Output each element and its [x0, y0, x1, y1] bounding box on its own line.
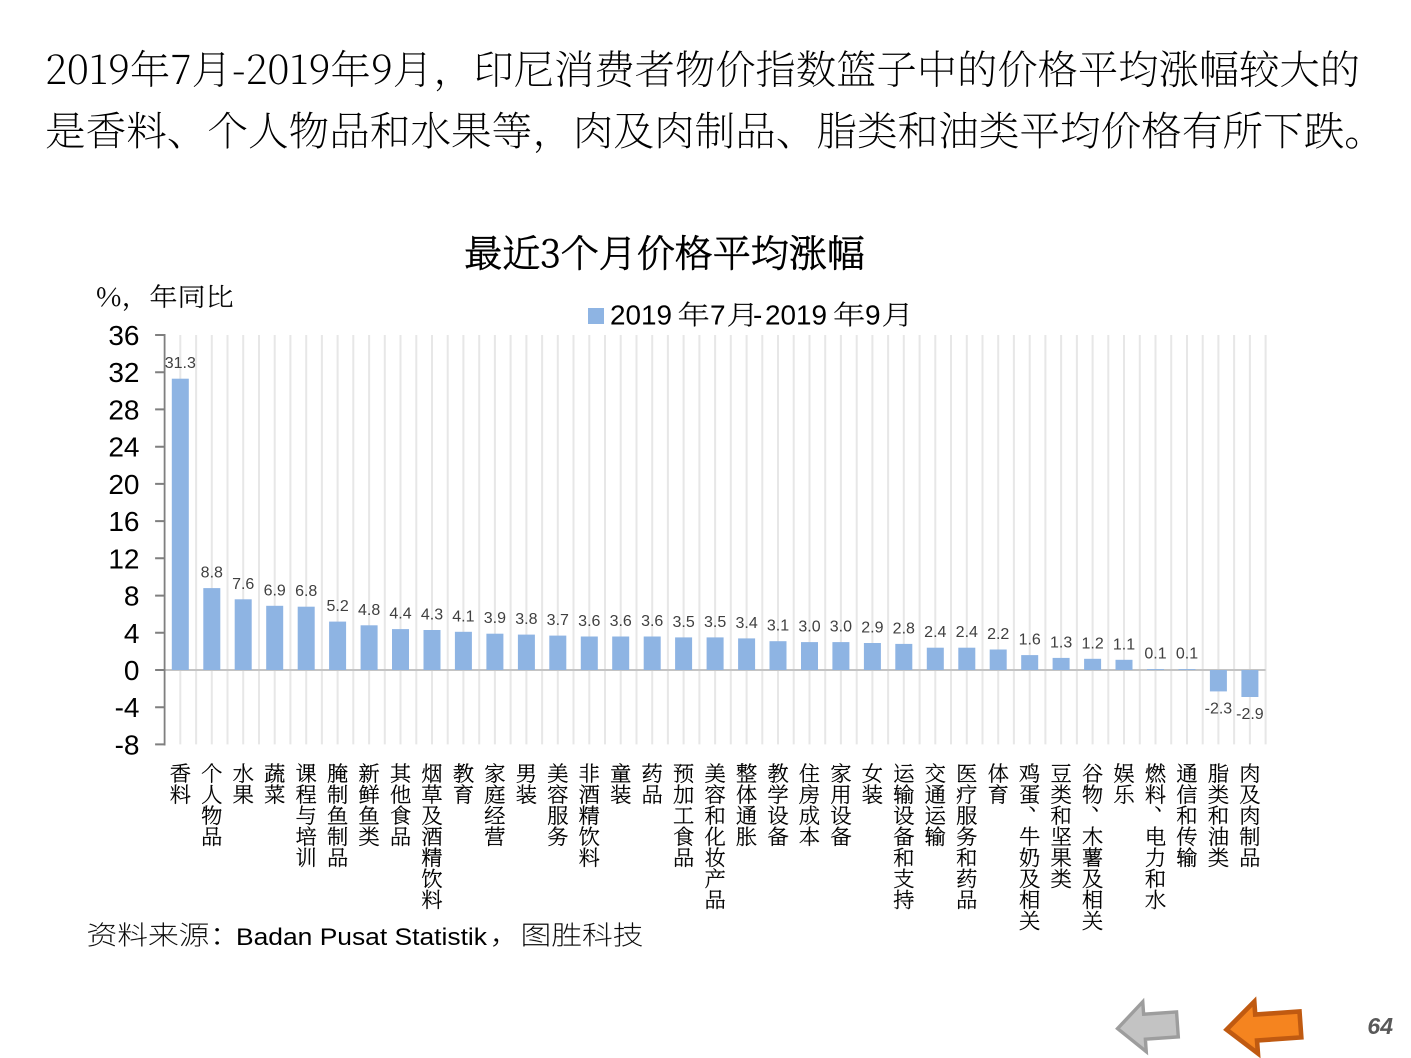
svg-text:36: 36	[108, 320, 139, 351]
svg-text:7.6: 7.6	[232, 576, 254, 593]
svg-text:0.1: 0.1	[1144, 646, 1166, 663]
svg-text:3.6: 3.6	[610, 613, 632, 630]
svg-text:5.2: 5.2	[326, 598, 348, 615]
svg-text:2019: 2019	[765, 300, 827, 331]
svg-text:3.1: 3.1	[767, 618, 789, 635]
svg-text:32: 32	[108, 357, 139, 388]
svg-text:12: 12	[108, 543, 139, 574]
svg-text:20: 20	[108, 469, 139, 500]
svg-text:3.7: 3.7	[547, 612, 569, 629]
svg-text:4.4: 4.4	[389, 606, 411, 623]
svg-text:24: 24	[108, 432, 139, 463]
svg-text:3.6: 3.6	[641, 613, 663, 630]
svg-text:2.8: 2.8	[893, 620, 915, 637]
svg-text:6.8: 6.8	[295, 583, 317, 600]
svg-text:1.6: 1.6	[1019, 632, 1041, 649]
svg-text:1.3: 1.3	[1050, 634, 1072, 651]
svg-text:-8: -8	[115, 729, 140, 760]
svg-text:3.5: 3.5	[704, 614, 726, 631]
svg-text:28: 28	[108, 394, 139, 425]
svg-text:2019: 2019	[610, 300, 672, 331]
svg-text:2.4: 2.4	[924, 624, 946, 641]
svg-text:0.1: 0.1	[1176, 646, 1198, 663]
svg-text:3.0: 3.0	[798, 619, 820, 636]
svg-text:8.8: 8.8	[201, 565, 223, 582]
svg-text:3.8: 3.8	[515, 611, 537, 628]
svg-text:16: 16	[108, 506, 139, 537]
svg-text:31.3: 31.3	[165, 355, 196, 372]
svg-text:1.1: 1.1	[1113, 636, 1135, 653]
svg-text:-: -	[753, 300, 762, 331]
svg-text:Badan Pusat Statistik: Badan Pusat Statistik	[236, 924, 488, 951]
svg-text:3.4: 3.4	[735, 615, 757, 632]
svg-text:3.0: 3.0	[830, 619, 852, 636]
svg-text:3.9: 3.9	[484, 610, 506, 627]
svg-text:4.3: 4.3	[421, 607, 443, 624]
svg-text:7: 7	[710, 300, 726, 331]
svg-text:-4: -4	[115, 692, 140, 723]
svg-text:-2.3: -2.3	[1205, 700, 1233, 717]
svg-text:1.2: 1.2	[1081, 635, 1103, 652]
svg-text:0: 0	[124, 655, 140, 686]
svg-text:4.1: 4.1	[452, 608, 474, 625]
svg-text:2.4: 2.4	[956, 624, 978, 641]
svg-text:9: 9	[865, 300, 881, 331]
svg-text:-2.9: -2.9	[1236, 706, 1264, 723]
svg-text:8: 8	[124, 581, 140, 612]
svg-text:2.9: 2.9	[861, 620, 883, 637]
svg-text:4: 4	[124, 618, 140, 649]
svg-text:6.9: 6.9	[264, 582, 286, 599]
svg-text:2.2: 2.2	[987, 626, 1009, 643]
svg-text:3.5: 3.5	[672, 614, 694, 631]
svg-text:64: 64	[1367, 1013, 1393, 1039]
svg-text:4.8: 4.8	[358, 602, 380, 619]
svg-text:3.6: 3.6	[578, 613, 600, 630]
